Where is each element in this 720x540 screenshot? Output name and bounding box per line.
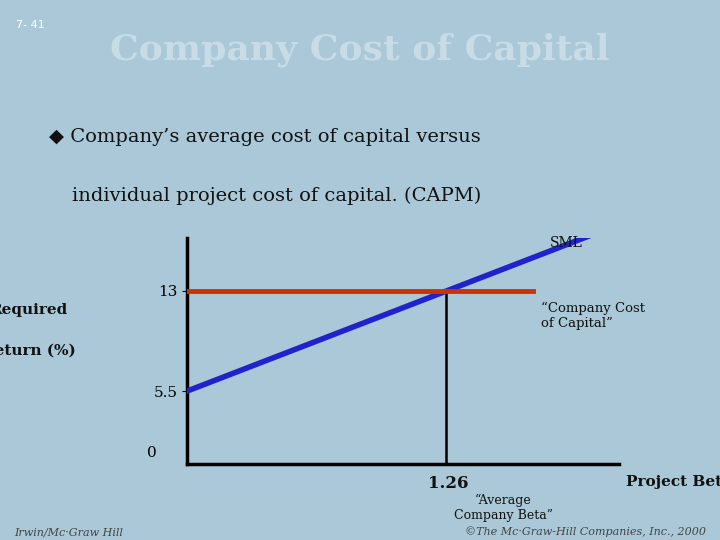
- Text: 7- 41: 7- 41: [17, 20, 45, 30]
- Text: 1.26: 1.26: [428, 475, 469, 492]
- Text: Project Beta: Project Beta: [626, 475, 720, 489]
- Text: Required: Required: [0, 303, 68, 317]
- Text: “Company Cost
of Capital”: “Company Cost of Capital”: [541, 302, 645, 330]
- Text: Return (%): Return (%): [0, 344, 76, 358]
- Text: ◆ Company’s average cost of capital versus: ◆ Company’s average cost of capital vers…: [49, 128, 480, 146]
- Text: 0: 0: [147, 447, 157, 461]
- Text: Company Cost of Capital: Company Cost of Capital: [110, 33, 610, 67]
- Text: individual project cost of capital. (CAPM): individual project cost of capital. (CAP…: [72, 187, 481, 205]
- Text: ©The Mc·Graw-Hill Companies, Inc., 2000: ©The Mc·Graw-Hill Companies, Inc., 2000: [464, 526, 706, 537]
- Text: SML: SML: [549, 237, 582, 251]
- Text: “Average
Company Beta”: “Average Company Beta”: [454, 494, 553, 522]
- Text: Irwin/Mc·Graw Hill: Irwin/Mc·Graw Hill: [14, 527, 123, 537]
